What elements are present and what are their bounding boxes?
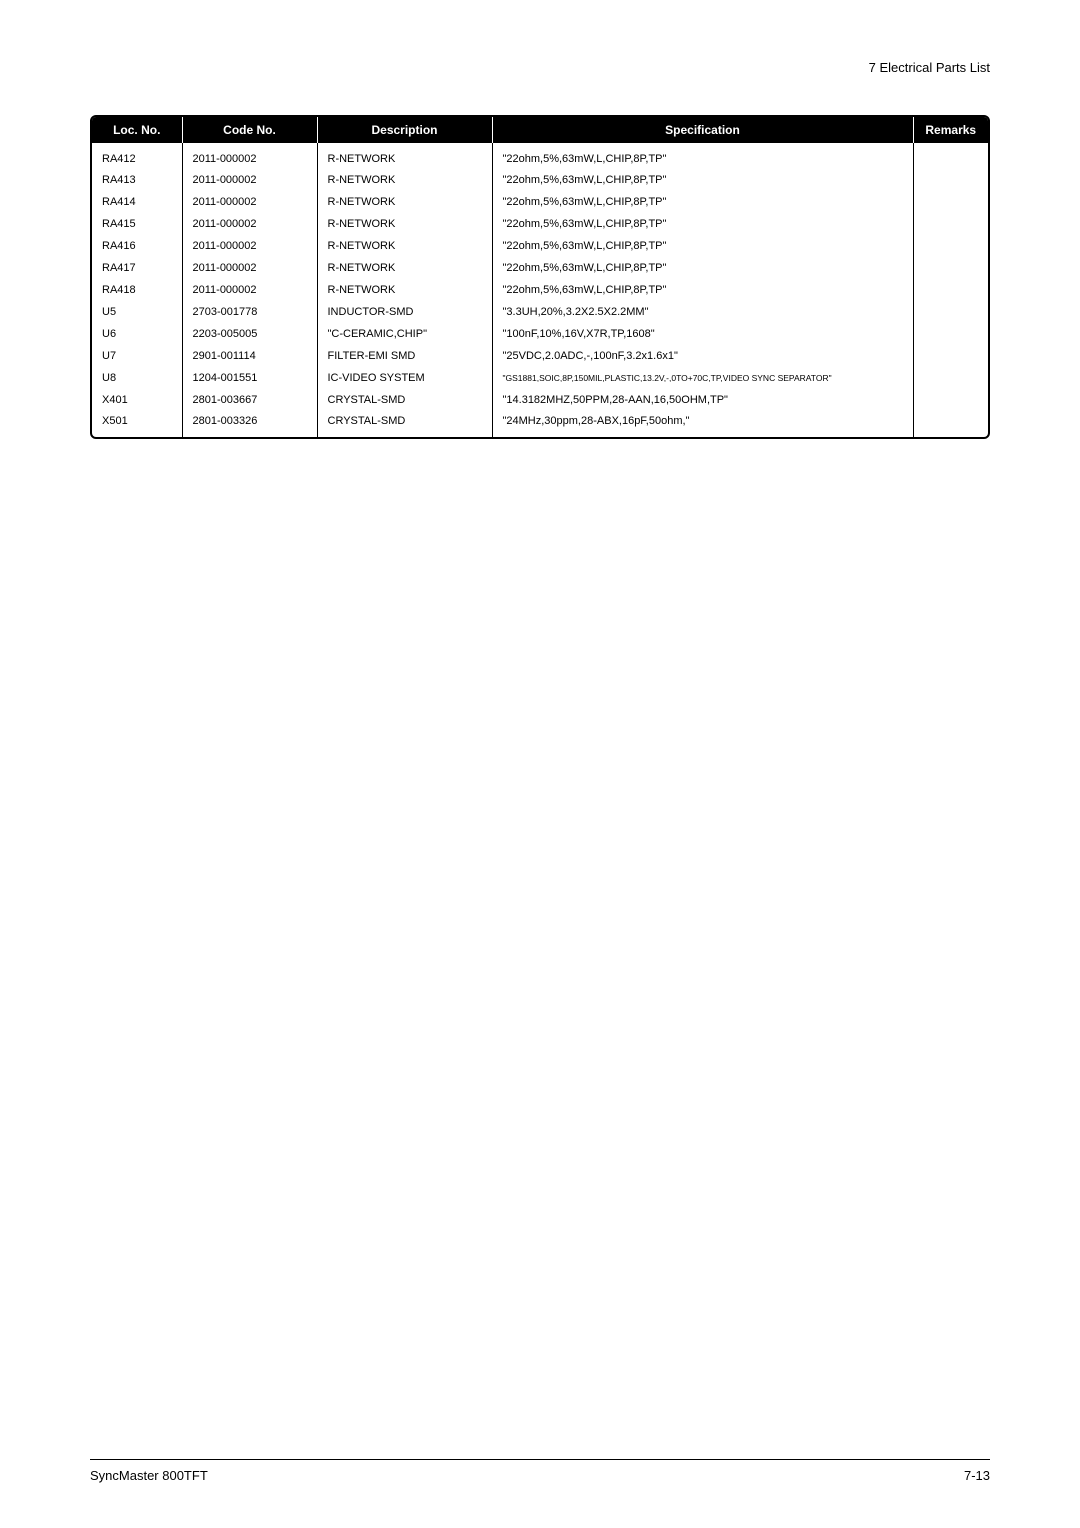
cell-loc: RA415 [92,213,182,235]
cell-remarks [913,235,988,257]
cell-remarks [913,143,988,169]
cell-spec: "24MHz,30ppm,28-ABX,16pF,50ohm," [492,411,913,437]
cell-desc: R-NETWORK [317,169,492,191]
cell-loc: X401 [92,389,182,411]
cell-code: 2011-000002 [182,235,317,257]
cell-remarks [913,169,988,191]
cell-code: 2901-001114 [182,345,317,367]
cell-loc: RA414 [92,191,182,213]
cell-loc: RA418 [92,279,182,301]
cell-remarks [913,279,988,301]
cell-code: 2203-005005 [182,323,317,345]
table-row: RA4182011-000002R-NETWORK"22ohm,5%,63mW,… [92,279,988,301]
table-row: RA4172011-000002R-NETWORK"22ohm,5%,63mW,… [92,257,988,279]
col-header-desc: Description [317,117,492,143]
cell-desc: R-NETWORK [317,143,492,169]
cell-spec: "22ohm,5%,63mW,L,CHIP,8P,TP" [492,257,913,279]
cell-code: 1204-001551 [182,367,317,389]
cell-desc: INDUCTOR-SMD [317,301,492,323]
cell-loc: U8 [92,367,182,389]
cell-code: 2011-000002 [182,257,317,279]
cell-remarks [913,411,988,437]
cell-loc: U5 [92,301,182,323]
table-row: RA4142011-000002R-NETWORK"22ohm,5%,63mW,… [92,191,988,213]
cell-remarks [913,213,988,235]
cell-code: 2011-000002 [182,191,317,213]
cell-desc: R-NETWORK [317,213,492,235]
table-row: RA4122011-000002R-NETWORK"22ohm,5%,63mW,… [92,143,988,169]
cell-code: 2801-003326 [182,411,317,437]
cell-spec: "22ohm,5%,63mW,L,CHIP,8P,TP" [492,235,913,257]
cell-loc: U7 [92,345,182,367]
cell-spec: "25VDC,2.0ADC,-,100nF,3.2x1.6x1" [492,345,913,367]
cell-desc: FILTER-EMI SMD [317,345,492,367]
cell-desc: R-NETWORK [317,235,492,257]
cell-spec: "100nF,10%,16V,X7R,TP,1608" [492,323,913,345]
table-row: RA4132011-000002R-NETWORK"22ohm,5%,63mW,… [92,169,988,191]
cell-loc: U6 [92,323,182,345]
table-row: RA4162011-000002R-NETWORK"22ohm,5%,63mW,… [92,235,988,257]
cell-remarks [913,345,988,367]
section-header: 7 Electrical Parts List [90,60,990,75]
cell-loc: RA413 [92,169,182,191]
page-footer: SyncMaster 800TFT 7-13 [90,1459,990,1483]
cell-desc: IC-VIDEO SYSTEM [317,367,492,389]
cell-desc: CRYSTAL-SMD [317,411,492,437]
parts-table: Loc. No. Code No. Description Specificat… [92,117,988,437]
cell-remarks [913,389,988,411]
cell-remarks [913,323,988,345]
cell-desc: R-NETWORK [317,257,492,279]
table-row: U62203-005005"C-CERAMIC,CHIP""100nF,10%,… [92,323,988,345]
table-row: U52703-001778INDUCTOR-SMD"3.3UH,20%,3.2X… [92,301,988,323]
footer-product: SyncMaster 800TFT [90,1468,208,1483]
table-row: U81204-001551IC-VIDEO SYSTEM"GS1881,SOIC… [92,367,988,389]
cell-desc: R-NETWORK [317,191,492,213]
cell-desc: "C-CERAMIC,CHIP" [317,323,492,345]
footer-divider [90,1459,990,1460]
footer-page-number: 7-13 [964,1468,990,1483]
col-header-loc: Loc. No. [92,117,182,143]
cell-remarks [913,257,988,279]
cell-spec: "22ohm,5%,63mW,L,CHIP,8P,TP" [492,191,913,213]
cell-code: 2011-000002 [182,279,317,301]
cell-remarks [913,301,988,323]
cell-code: 2703-001778 [182,301,317,323]
cell-code: 2011-000002 [182,213,317,235]
col-header-spec: Specification [492,117,913,143]
cell-code: 2801-003667 [182,389,317,411]
table-row: X4012801-003667CRYSTAL-SMD"14.3182MHZ,50… [92,389,988,411]
cell-desc: R-NETWORK [317,279,492,301]
cell-loc: RA417 [92,257,182,279]
cell-remarks [913,191,988,213]
cell-remarks [913,367,988,389]
cell-loc: X501 [92,411,182,437]
col-header-remarks: Remarks [913,117,988,143]
table-row: X5012801-003326CRYSTAL-SMD"24MHz,30ppm,2… [92,411,988,437]
table-header-row: Loc. No. Code No. Description Specificat… [92,117,988,143]
cell-spec: "22ohm,5%,63mW,L,CHIP,8P,TP" [492,213,913,235]
cell-code: 2011-000002 [182,143,317,169]
col-header-code: Code No. [182,117,317,143]
cell-spec: "22ohm,5%,63mW,L,CHIP,8P,TP" [492,279,913,301]
parts-table-container: Loc. No. Code No. Description Specificat… [90,115,990,439]
cell-spec: "GS1881,SOIC,8P,150MIL,PLASTIC,13.2V,-,0… [492,367,913,389]
cell-code: 2011-000002 [182,169,317,191]
table-row: U72901-001114FILTER-EMI SMD"25VDC,2.0ADC… [92,345,988,367]
cell-desc: CRYSTAL-SMD [317,389,492,411]
cell-spec: "3.3UH,20%,3.2X2.5X2.2MM" [492,301,913,323]
cell-spec: "22ohm,5%,63mW,L,CHIP,8P,TP" [492,143,913,169]
cell-loc: RA416 [92,235,182,257]
cell-spec: "22ohm,5%,63mW,L,CHIP,8P,TP" [492,169,913,191]
table-row: RA4152011-000002R-NETWORK"22ohm,5%,63mW,… [92,213,988,235]
cell-loc: RA412 [92,143,182,169]
cell-spec: "14.3182MHZ,50PPM,28-AAN,16,50OHM,TP" [492,389,913,411]
